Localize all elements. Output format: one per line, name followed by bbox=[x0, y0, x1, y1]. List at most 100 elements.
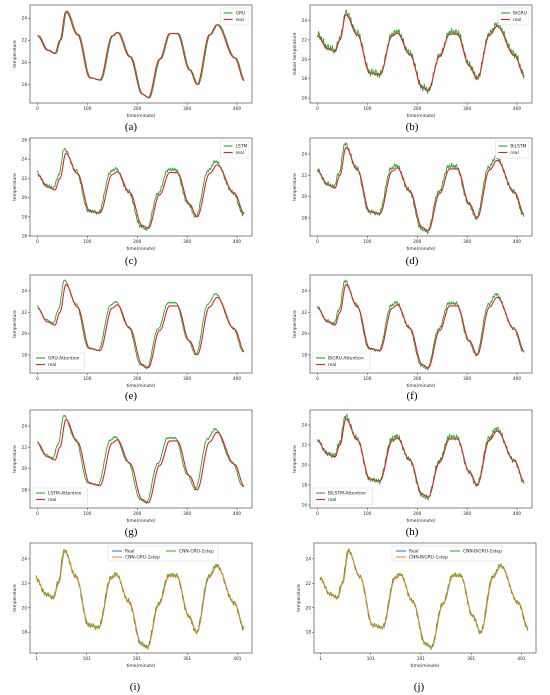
x-tick-label: 200 bbox=[413, 106, 421, 111]
legend-label: LSTM bbox=[236, 144, 248, 150]
x-tick-label: 400 bbox=[513, 239, 521, 244]
y-tick-label: 24 bbox=[302, 18, 308, 23]
chart-panel-3: 0 100 200 300 400 16 18 20 22 24 26 time(minute) tem… bbox=[12, 137, 253, 267]
y-tick-label: 20 bbox=[302, 194, 308, 199]
y-tick-label: 24 bbox=[22, 288, 28, 293]
x-tick-label: 100 bbox=[83, 511, 91, 516]
legend-box bbox=[312, 352, 371, 371]
x-tick-label: 300 bbox=[183, 239, 191, 244]
panel-label: (f) bbox=[407, 390, 418, 402]
y-tick-label: 20 bbox=[22, 60, 28, 65]
legend-label: Real bbox=[125, 549, 134, 555]
y-tick-label: 16 bbox=[302, 503, 308, 508]
y-tick-label: 24 bbox=[302, 423, 308, 428]
chart-panel-10: 1 101 201 301 401 18 20 22 24 time(minute) tempera… bbox=[296, 542, 537, 693]
series-line-real bbox=[37, 152, 245, 229]
x-tick-label: 0 bbox=[316, 106, 319, 111]
legend-label: GRU bbox=[236, 11, 246, 17]
y-tick-label: 20 bbox=[22, 195, 28, 200]
y-tick-label: 24 bbox=[22, 16, 28, 21]
chart-panel-7: 0 100 200 300 400 18 20 22 24 time(minute) tempera… bbox=[12, 409, 253, 538]
plot-frame bbox=[29, 542, 253, 654]
x-axis-title: time(minute) bbox=[127, 383, 156, 389]
y-axis-title: temperature bbox=[12, 40, 18, 68]
x-axis-title: time(minute) bbox=[407, 246, 436, 252]
series-line-real bbox=[37, 284, 245, 369]
y-tick-label: 18 bbox=[302, 76, 308, 81]
legend-label: BiLSTM-Attention bbox=[328, 491, 366, 497]
y-tick-label: 20 bbox=[22, 605, 28, 610]
x-tick-label: 401 bbox=[517, 656, 525, 661]
y-axis-title: temperature bbox=[12, 584, 18, 612]
x-tick-label: 300 bbox=[463, 106, 471, 111]
x-tick-label: 300 bbox=[183, 106, 191, 111]
x-tick-label: 400 bbox=[513, 106, 521, 111]
x-tick-label: 300 bbox=[463, 511, 471, 516]
legend-label: real bbox=[236, 150, 244, 156]
x-tick-label: 400 bbox=[233, 106, 241, 111]
x-tick-label: 100 bbox=[83, 106, 91, 111]
x-axis-title: time(minute) bbox=[407, 518, 436, 524]
chart-panel-1: 0 100 200 300 400 18 20 22 24 time(minute) tempera… bbox=[12, 4, 253, 133]
y-tick-label: 16 bbox=[22, 234, 28, 239]
legend-label: CNN-GRU-2step bbox=[179, 549, 214, 555]
legend-label: real bbox=[510, 150, 518, 156]
legend-label: CNN-BiGRU-2step bbox=[463, 549, 502, 555]
legend-box bbox=[220, 7, 250, 26]
y-tick-label: 24 bbox=[306, 556, 312, 561]
x-tick-label: 200 bbox=[133, 239, 141, 244]
y-axis-title: temperature bbox=[292, 445, 298, 473]
plot-frame bbox=[29, 4, 253, 104]
x-tick-label: 0 bbox=[36, 376, 39, 381]
legend-box bbox=[220, 140, 250, 159]
y-axis-title: temperature bbox=[296, 584, 302, 612]
legend-label: CNN-BiGRU-1step bbox=[409, 555, 448, 561]
y-tick-label: 22 bbox=[302, 310, 308, 315]
x-tick-label: 0 bbox=[36, 511, 39, 516]
x-tick-label: 300 bbox=[183, 511, 191, 516]
series-line-real bbox=[317, 147, 525, 232]
x-tick-label: 101 bbox=[83, 656, 91, 661]
panel-label: (g) bbox=[125, 526, 138, 538]
x-tick-label: 301 bbox=[183, 656, 191, 661]
panel-label: (d) bbox=[406, 255, 419, 267]
y-tick-label: 22 bbox=[22, 581, 28, 586]
legend-label: BiLSTM bbox=[510, 144, 526, 150]
y-axis-title: temperature bbox=[292, 173, 298, 201]
x-tick-label: 1 bbox=[35, 656, 38, 661]
x-tick-label: 200 bbox=[133, 376, 141, 381]
panel-label: (e) bbox=[125, 390, 138, 402]
chart-panel-6: 0 100 200 300 400 18 20 22 24 time(minute) tempera… bbox=[292, 274, 533, 402]
x-tick-label: 400 bbox=[233, 511, 241, 516]
x-tick-label: 0 bbox=[316, 511, 319, 516]
x-tick-label: 301 bbox=[467, 656, 475, 661]
x-tick-label: 201 bbox=[133, 656, 141, 661]
chart-panel-8: 0 100 200 300 400 16 18 20 22 24 time(minute) tempe… bbox=[292, 409, 533, 538]
chart-panel-9: 1 101 201 301 401 18 20 22 24 time(minute) tempera… bbox=[12, 542, 253, 693]
x-axis-title: time(minute) bbox=[411, 663, 440, 669]
x-axis-title: time(minute) bbox=[407, 383, 436, 389]
y-tick-label: 20 bbox=[302, 57, 308, 62]
panel-label: (h) bbox=[406, 526, 419, 538]
legend: Real CNN-GRU-2step CNN-GRU-1step bbox=[107, 545, 219, 562]
y-tick-label: 18 bbox=[22, 630, 28, 635]
x-axis-title: time(minute) bbox=[127, 113, 156, 119]
y-tick-label: 24 bbox=[302, 151, 308, 156]
y-tick-label: 22 bbox=[22, 176, 28, 181]
x-axis-title: time(minute) bbox=[127, 246, 156, 252]
x-tick-label: 101 bbox=[367, 656, 375, 661]
x-tick-label: 0 bbox=[36, 239, 39, 244]
y-tick-label: 20 bbox=[306, 605, 312, 610]
y-axis-title: temperature bbox=[12, 173, 18, 201]
plot-frame bbox=[309, 4, 533, 104]
legend-box bbox=[391, 545, 503, 562]
legend-label: CNN-GRU-1step bbox=[125, 555, 160, 561]
legend-label: real bbox=[328, 497, 336, 503]
legend-box bbox=[312, 487, 373, 506]
y-tick-label: 18 bbox=[306, 630, 312, 635]
x-axis-title: time(minute) bbox=[127, 663, 156, 669]
